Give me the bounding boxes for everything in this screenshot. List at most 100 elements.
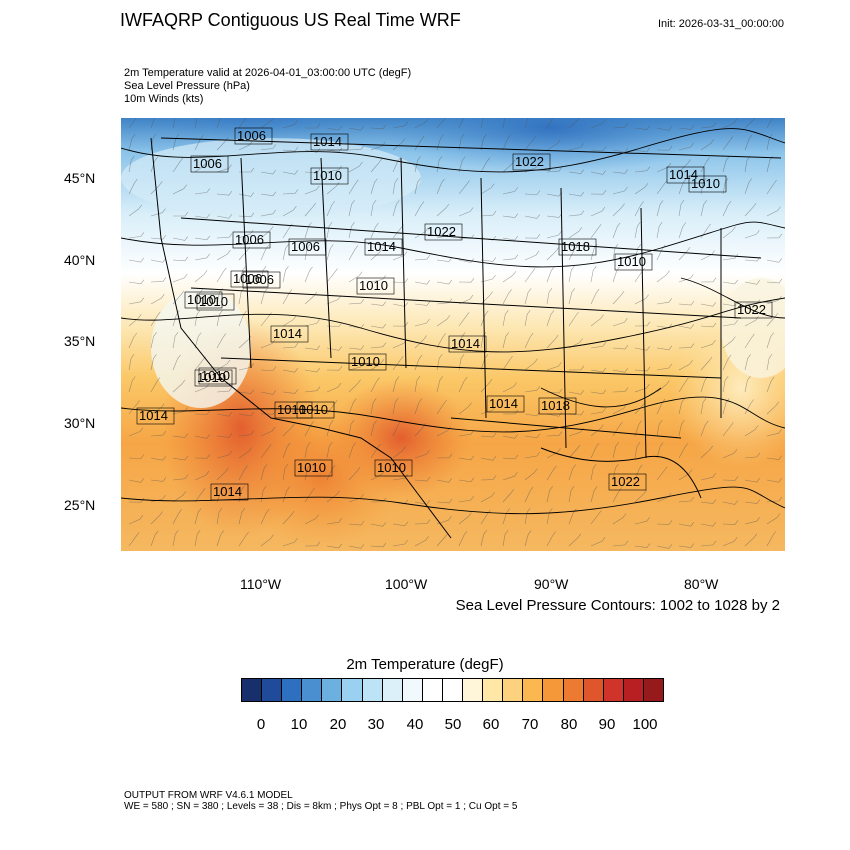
svg-text:1014: 1014 — [367, 239, 396, 254]
colorbar-tick-label: 40 — [406, 716, 424, 733]
pressure-contour-label: 1006 — [288, 238, 327, 256]
svg-text:1022: 1022 — [515, 154, 544, 169]
colorbar-title: 2m Temperature (degF) — [346, 656, 504, 673]
state-borders — [150, 137, 782, 539]
wind-field-label: 10m Winds (kts) — [124, 93, 204, 105]
pressure-contour-label: 1010 — [614, 253, 653, 271]
init-time: Init: 2026-03-31_00:00:00 — [658, 18, 784, 30]
pressure-contour-label: 1006 — [190, 155, 229, 173]
pressure-contour-label: 1014 — [136, 407, 175, 425]
svg-text:1010: 1010 — [199, 294, 228, 309]
colorbar-tick-label: 30 — [367, 716, 385, 733]
svg-text:1014: 1014 — [313, 134, 342, 149]
svg-text:1010: 1010 — [277, 402, 306, 417]
svg-text:1014: 1014 — [273, 326, 302, 341]
colorbar-swatch — [342, 679, 363, 701]
pressure-contour-label: 1010 — [688, 175, 727, 193]
pressure-contour-label: 1022 — [512, 153, 551, 171]
pressure-contour-label: 1014 — [666, 166, 705, 184]
pressure-contour-label: 1018 — [538, 397, 577, 415]
pressure-contour-label: 1022 — [608, 473, 647, 491]
svg-text:1010: 1010 — [313, 168, 342, 183]
lon-label-110w: 110°W — [240, 576, 282, 592]
svg-text:1010: 1010 — [299, 402, 328, 417]
colorbar-tick-label: 90 — [598, 716, 616, 733]
svg-text:1022: 1022 — [611, 474, 640, 489]
svg-text:1006: 1006 — [291, 239, 320, 254]
colorbar-swatch — [362, 679, 383, 701]
pressure-contour-label: 1006 — [234, 127, 273, 145]
lat-label-25: 25°N — [64, 497, 96, 513]
temperature-field-label: 2m Temperature valid at 2026-04-01_03:00… — [124, 67, 412, 79]
colorbar-swatch — [422, 679, 443, 701]
colorbar-swatch — [503, 679, 524, 701]
pressure-contour-label: 1010 — [356, 277, 395, 295]
pressure-contour-label: 1010 — [296, 401, 335, 419]
svg-text:1022: 1022 — [427, 224, 456, 239]
svg-text:1010: 1010 — [351, 354, 380, 369]
pressure-contour-label: 1010 — [198, 367, 237, 385]
colorbar-swatch — [643, 679, 663, 701]
colorbar-tick-label: 70 — [521, 716, 539, 733]
svg-text:1018: 1018 — [561, 239, 590, 254]
colorbar-swatch — [242, 679, 263, 701]
pressure-contour-label: 1014 — [270, 325, 309, 343]
svg-text:1006: 1006 — [245, 272, 274, 287]
colorbar-tick-label: 100 — [632, 716, 658, 733]
svg-text:1014: 1014 — [139, 408, 168, 423]
svg-text:1010: 1010 — [377, 460, 406, 475]
pressure-contour-label: 1006 — [242, 271, 281, 289]
colorbar-swatch — [302, 679, 323, 701]
pressure-contour-label: 1014 — [448, 335, 487, 353]
colorbar-tick-label: 20 — [329, 716, 347, 733]
colorbar-tick-label: 60 — [482, 716, 500, 733]
svg-text:1006: 1006 — [235, 232, 264, 247]
page-title: IWFAQRP Contiguous US Real Time WRF — [120, 10, 461, 30]
colorbar-tick-label: 10 — [290, 716, 308, 733]
svg-text:1006: 1006 — [237, 128, 266, 143]
contour-note: Sea Level Pressure Contours: 1002 to 102… — [455, 597, 780, 614]
svg-text:1010: 1010 — [197, 370, 226, 385]
lat-label-35: 35°N — [64, 333, 96, 349]
svg-text:1006: 1006 — [193, 156, 222, 171]
pressure-field-label: Sea Level Pressure (hPa) — [124, 80, 250, 92]
svg-text:1006: 1006 — [233, 271, 262, 286]
pressure-contour-label: 1010 — [196, 293, 235, 311]
model-config: WE = 580 ; SN = 380 ; Levels = 38 ; Dis … — [124, 801, 518, 812]
colorbar-swatch — [523, 679, 544, 701]
svg-text:1018: 1018 — [541, 398, 570, 413]
lon-label-100w: 100°W — [385, 576, 428, 592]
colorbar-swatch — [563, 679, 584, 701]
pressure-contour-label: 1014 — [364, 238, 403, 256]
svg-text:1014: 1014 — [451, 336, 480, 351]
svg-text:1022: 1022 — [737, 302, 766, 317]
pressure-contour-label: 1014 — [310, 133, 349, 151]
svg-text:1014: 1014 — [213, 484, 242, 499]
pressure-contour-label: 1010 — [294, 459, 333, 477]
colorbar-swatch — [402, 679, 423, 701]
wind-barbs — [128, 118, 783, 549]
svg-text:1010: 1010 — [187, 292, 216, 307]
pressure-contours — [121, 128, 785, 515]
lat-label-30: 30°N — [64, 415, 96, 431]
lat-label-40: 40°N — [64, 252, 96, 268]
colorbar-swatch — [322, 679, 343, 701]
colorbar-swatch — [483, 679, 504, 701]
model-info: OUTPUT FROM WRF V4.6.1 MODEL — [124, 790, 293, 801]
pressure-contour-label: 1022 — [734, 301, 773, 319]
svg-text:1010: 1010 — [691, 176, 720, 191]
colorbar — [241, 678, 664, 702]
svg-text:1010: 1010 — [201, 368, 230, 383]
pressure-contour-label: 1010 — [348, 353, 387, 371]
svg-text:1014: 1014 — [669, 167, 698, 182]
colorbar-swatch — [282, 679, 303, 701]
lat-label-45: 45°N — [64, 170, 96, 186]
colorbar-swatch — [382, 679, 403, 701]
pressure-contour-label: 1010 — [310, 167, 349, 185]
colorbar-swatch — [442, 679, 464, 701]
pressure-contour-label: 1022 — [424, 223, 463, 241]
pressure-contour-label: 1010 — [184, 291, 223, 309]
colorbar-swatch — [262, 679, 283, 701]
pressure-contour-label: 1014 — [210, 483, 249, 501]
